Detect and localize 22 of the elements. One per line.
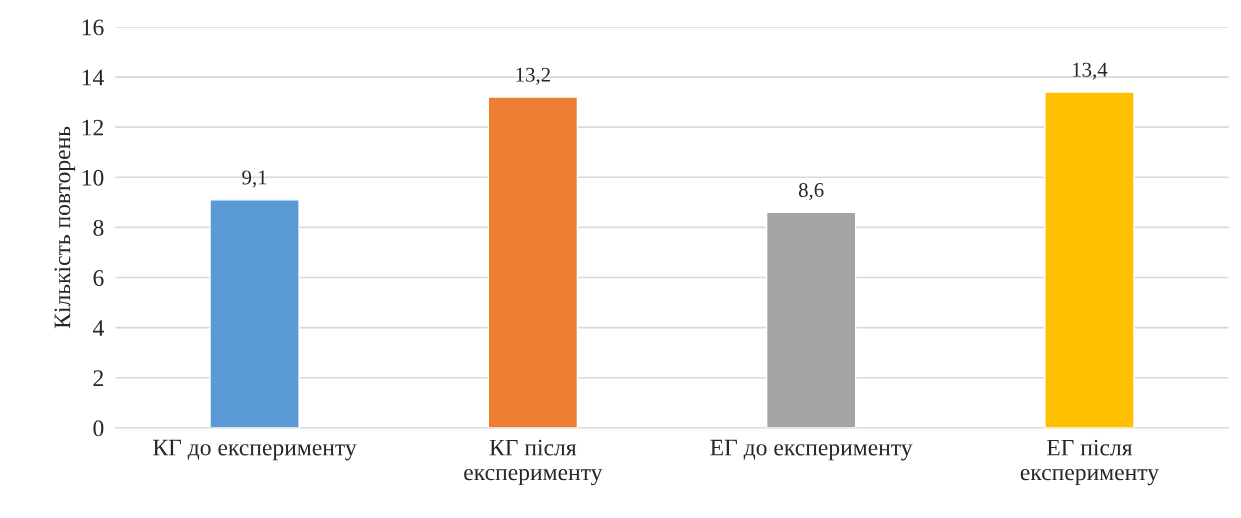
y-tick-label: 8: [93, 219, 104, 236]
y-tick-label: 12: [82, 119, 103, 136]
x-tick-label: КГ після експерименту: [464, 439, 603, 486]
x-tick-label: ЕГ до експерименту: [710, 439, 913, 461]
y-tick-label: 2: [93, 370, 103, 386]
y-tick-label: 16: [82, 19, 104, 36]
data-label: 13,2: [516, 67, 550, 85]
data-label: 13,4: [1073, 62, 1108, 80]
data-label: 8,6: [798, 182, 824, 201]
bar: [1044, 91, 1135, 428]
y-tick-label: 14: [82, 69, 104, 86]
y-tick-label: 4: [92, 320, 104, 336]
x-tick-label: ЕГ після експерименту: [1020, 439, 1159, 486]
bar: [487, 96, 579, 428]
y-tick-label: 0: [93, 420, 104, 437]
y-tick-label: 6: [93, 270, 104, 286]
x-tick-label: КГ до експерименту: [153, 439, 357, 461]
bar: [765, 211, 857, 428]
bar: [209, 199, 300, 428]
y-tick-label: 10: [82, 169, 104, 186]
data-label: 9,1: [242, 170, 267, 188]
y-axis-title: Кількість повторень: [54, 126, 76, 329]
